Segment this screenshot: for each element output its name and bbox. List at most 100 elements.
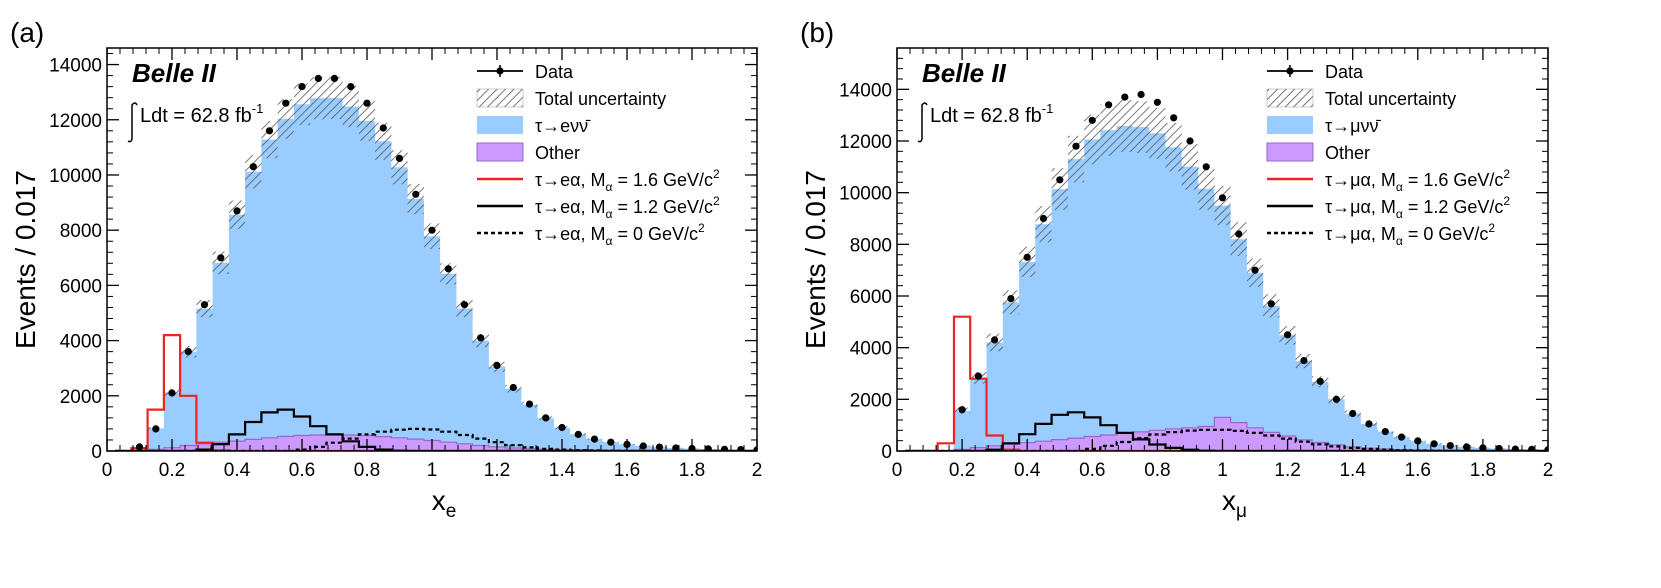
legend-fill-swatch	[1266, 142, 1314, 162]
series-0-point-21	[1251, 266, 1259, 274]
legend-label: Data	[535, 62, 574, 82]
legend-fill-swatch	[1267, 116, 1313, 134]
legend-label-sub: α	[1396, 180, 1403, 194]
series-0-point-36	[704, 445, 712, 451]
integral-sign-icon	[917, 102, 928, 143]
series-4-line	[115, 334, 757, 451]
x-axis-label: xe	[432, 485, 457, 522]
series-2-fill	[115, 98, 757, 451]
series-0-point-3	[168, 389, 176, 397]
x-tick-label: 0.2	[949, 460, 975, 481]
experiment-label: Belle II	[132, 58, 217, 88]
series-0-point-19	[428, 226, 436, 234]
x-tick-label: 1.8	[1470, 460, 1496, 481]
series-0-point-30	[1397, 433, 1406, 441]
series-0-point-32	[639, 442, 647, 450]
y-tick-label: 0	[91, 442, 102, 463]
series-0-point-23	[493, 361, 501, 369]
legend-label-sub: α	[606, 234, 613, 248]
series-0-point-12	[314, 74, 322, 82]
x-axis-label-sub: e	[446, 501, 457, 522]
legend-label-sub: α	[1396, 207, 1403, 221]
legend-label-text: Data	[535, 62, 574, 82]
series-0-point-22	[477, 334, 485, 342]
series-0-point-20	[1235, 230, 1243, 238]
legend-label: τ→eα, Mα = 1.6 GeV/c2	[535, 167, 720, 194]
series-0-point-26	[1332, 395, 1340, 403]
y-axis-label: Events / 0.017	[800, 170, 831, 349]
legend-label: τ→μα, Mα = 1.6 GeV/c2	[1325, 167, 1510, 194]
legend-label: Other	[535, 143, 580, 163]
series-0-point-25	[525, 400, 534, 408]
legend-label-text: τ→μνν̄	[1325, 116, 1381, 136]
series-0-point-17	[395, 154, 404, 162]
plot-area	[905, 90, 1548, 451]
series-0-point-18	[412, 190, 420, 198]
y-tick-label: 6000	[850, 287, 892, 308]
legend-label-sup: 2	[698, 221, 705, 235]
y-tick-label: 4000	[60, 332, 102, 353]
legend-entry-6: τ→eα, Mα = 0 GeV/c2	[477, 221, 705, 248]
luminosity-label: Ldt = 62.8 fb-1	[140, 101, 263, 127]
series-3-fill	[905, 416, 1548, 451]
legend-label-text: τ→eα, M	[535, 224, 606, 244]
y-tick-label: 10000	[49, 166, 102, 187]
series-0-point-36	[1495, 444, 1503, 451]
series-0-point-18	[1202, 163, 1210, 171]
legend-label: τ→μα, Mα = 1.2 GeV/c2	[1325, 194, 1510, 221]
series-0-point-4	[184, 348, 192, 356]
series-0-point-28	[574, 430, 582, 438]
series-0-point-38	[737, 446, 745, 451]
legend-label: τ→eνν̄	[535, 116, 591, 136]
x-tick-label: 0	[102, 460, 113, 481]
series-0-point-7	[1023, 253, 1031, 261]
luminosity-label: Ldt = 62.8 fb-1	[930, 101, 1053, 127]
series-0-point-13	[330, 74, 339, 82]
y-tick-label: 4000	[850, 339, 892, 360]
series-0-point-28	[1365, 420, 1373, 428]
legend-label-sup: 2	[713, 194, 720, 208]
series-0-point-25	[1316, 377, 1324, 385]
series-0-point-12	[1105, 101, 1113, 109]
x-axis-label-main: x	[432, 485, 446, 516]
series-0-point-15	[1153, 98, 1161, 106]
series-0-point-34	[1463, 443, 1471, 451]
series-0-point-10	[282, 99, 290, 107]
series-0-point-22	[1267, 300, 1275, 308]
y-tick-label: 12000	[839, 132, 892, 153]
luminosity-sup: -1	[252, 101, 264, 116]
series-0-point-27	[558, 423, 566, 432]
series-0-point-14	[347, 83, 355, 91]
legend-label-sup: 2	[1503, 194, 1510, 208]
series-0-point-27	[1349, 409, 1357, 418]
legend-fill-swatch	[476, 142, 524, 162]
y-tick-label: 2000	[60, 387, 102, 408]
series-0-point-8	[249, 163, 257, 171]
y-tick-label: 14000	[839, 80, 892, 101]
x-tick-label: 0.8	[1144, 460, 1170, 481]
luminosity-text: Ldt = 62.8 fb	[140, 105, 252, 127]
series-0-point-30	[607, 438, 615, 446]
series-0-point-8	[1039, 214, 1048, 223]
series-0-point-29	[1381, 428, 1389, 436]
x-tick-label: 1.2	[484, 460, 510, 481]
x-tick-label: 0.2	[159, 460, 185, 481]
y-tick-label: 8000	[60, 221, 102, 242]
series-0-point-10	[1072, 142, 1080, 150]
legend-entry-5: τ→eα, Mα = 1.2 GeV/c2	[477, 194, 720, 221]
series-0-point-15	[363, 99, 371, 107]
y-tick-label: 10000	[839, 184, 892, 205]
legend-label-suffix: = 0 GeV/c	[1403, 224, 1489, 244]
legend-label-sub: α	[606, 207, 613, 221]
chart-panel-a: (a) 0 0.2 0.4 0.6 0.8 1 1.2 1.4 1.6 1.8 2 0 2000 4000 6…	[10, 17, 762, 522]
plot-area	[115, 74, 757, 451]
legend-entry-3: Other	[476, 142, 580, 163]
legend-entry-1: Total uncertainty	[1266, 88, 1456, 109]
x-tick-label: 2	[1543, 460, 1554, 481]
series-0-point-11	[1088, 116, 1096, 124]
legend-label: τ→eα, Mα = 0 GeV/c2	[535, 221, 705, 248]
legend-label-sub: α	[606, 180, 613, 194]
series-0-point-29	[590, 435, 599, 443]
legend-data-marker	[496, 67, 504, 75]
